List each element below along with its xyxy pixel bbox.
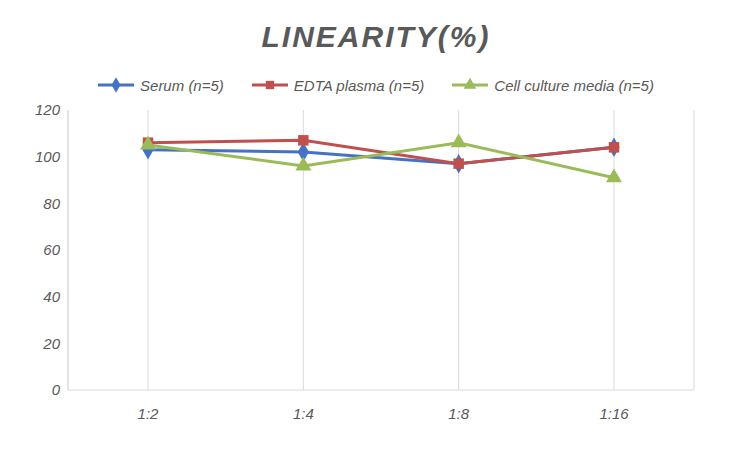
svg-text:100: 100	[35, 148, 61, 165]
svg-text:60: 60	[43, 241, 60, 258]
svg-text:120: 120	[35, 101, 61, 118]
html-text:LINEARITY(%): LINEARITY(%)	[261, 20, 491, 53]
html-text:Cell culture media (n=5): Cell culture media (n=5)	[494, 76, 654, 94]
svg-text:80: 80	[43, 195, 60, 212]
html-text:EDTA plasma (n=5): EDTA plasma (n=5)	[293, 76, 425, 94]
svg-text:1:4: 1:4	[293, 405, 314, 422]
svg-text:20: 20	[42, 335, 60, 352]
svg-text:1:16: 1:16	[599, 405, 629, 422]
svg-text:0: 0	[52, 381, 61, 398]
svg-text:40: 40	[43, 288, 60, 305]
html-text:Serum (n=5): Serum (n=5)	[140, 76, 224, 94]
svg-text:1:2: 1:2	[138, 405, 160, 422]
svg-text:1:8: 1:8	[448, 405, 470, 422]
